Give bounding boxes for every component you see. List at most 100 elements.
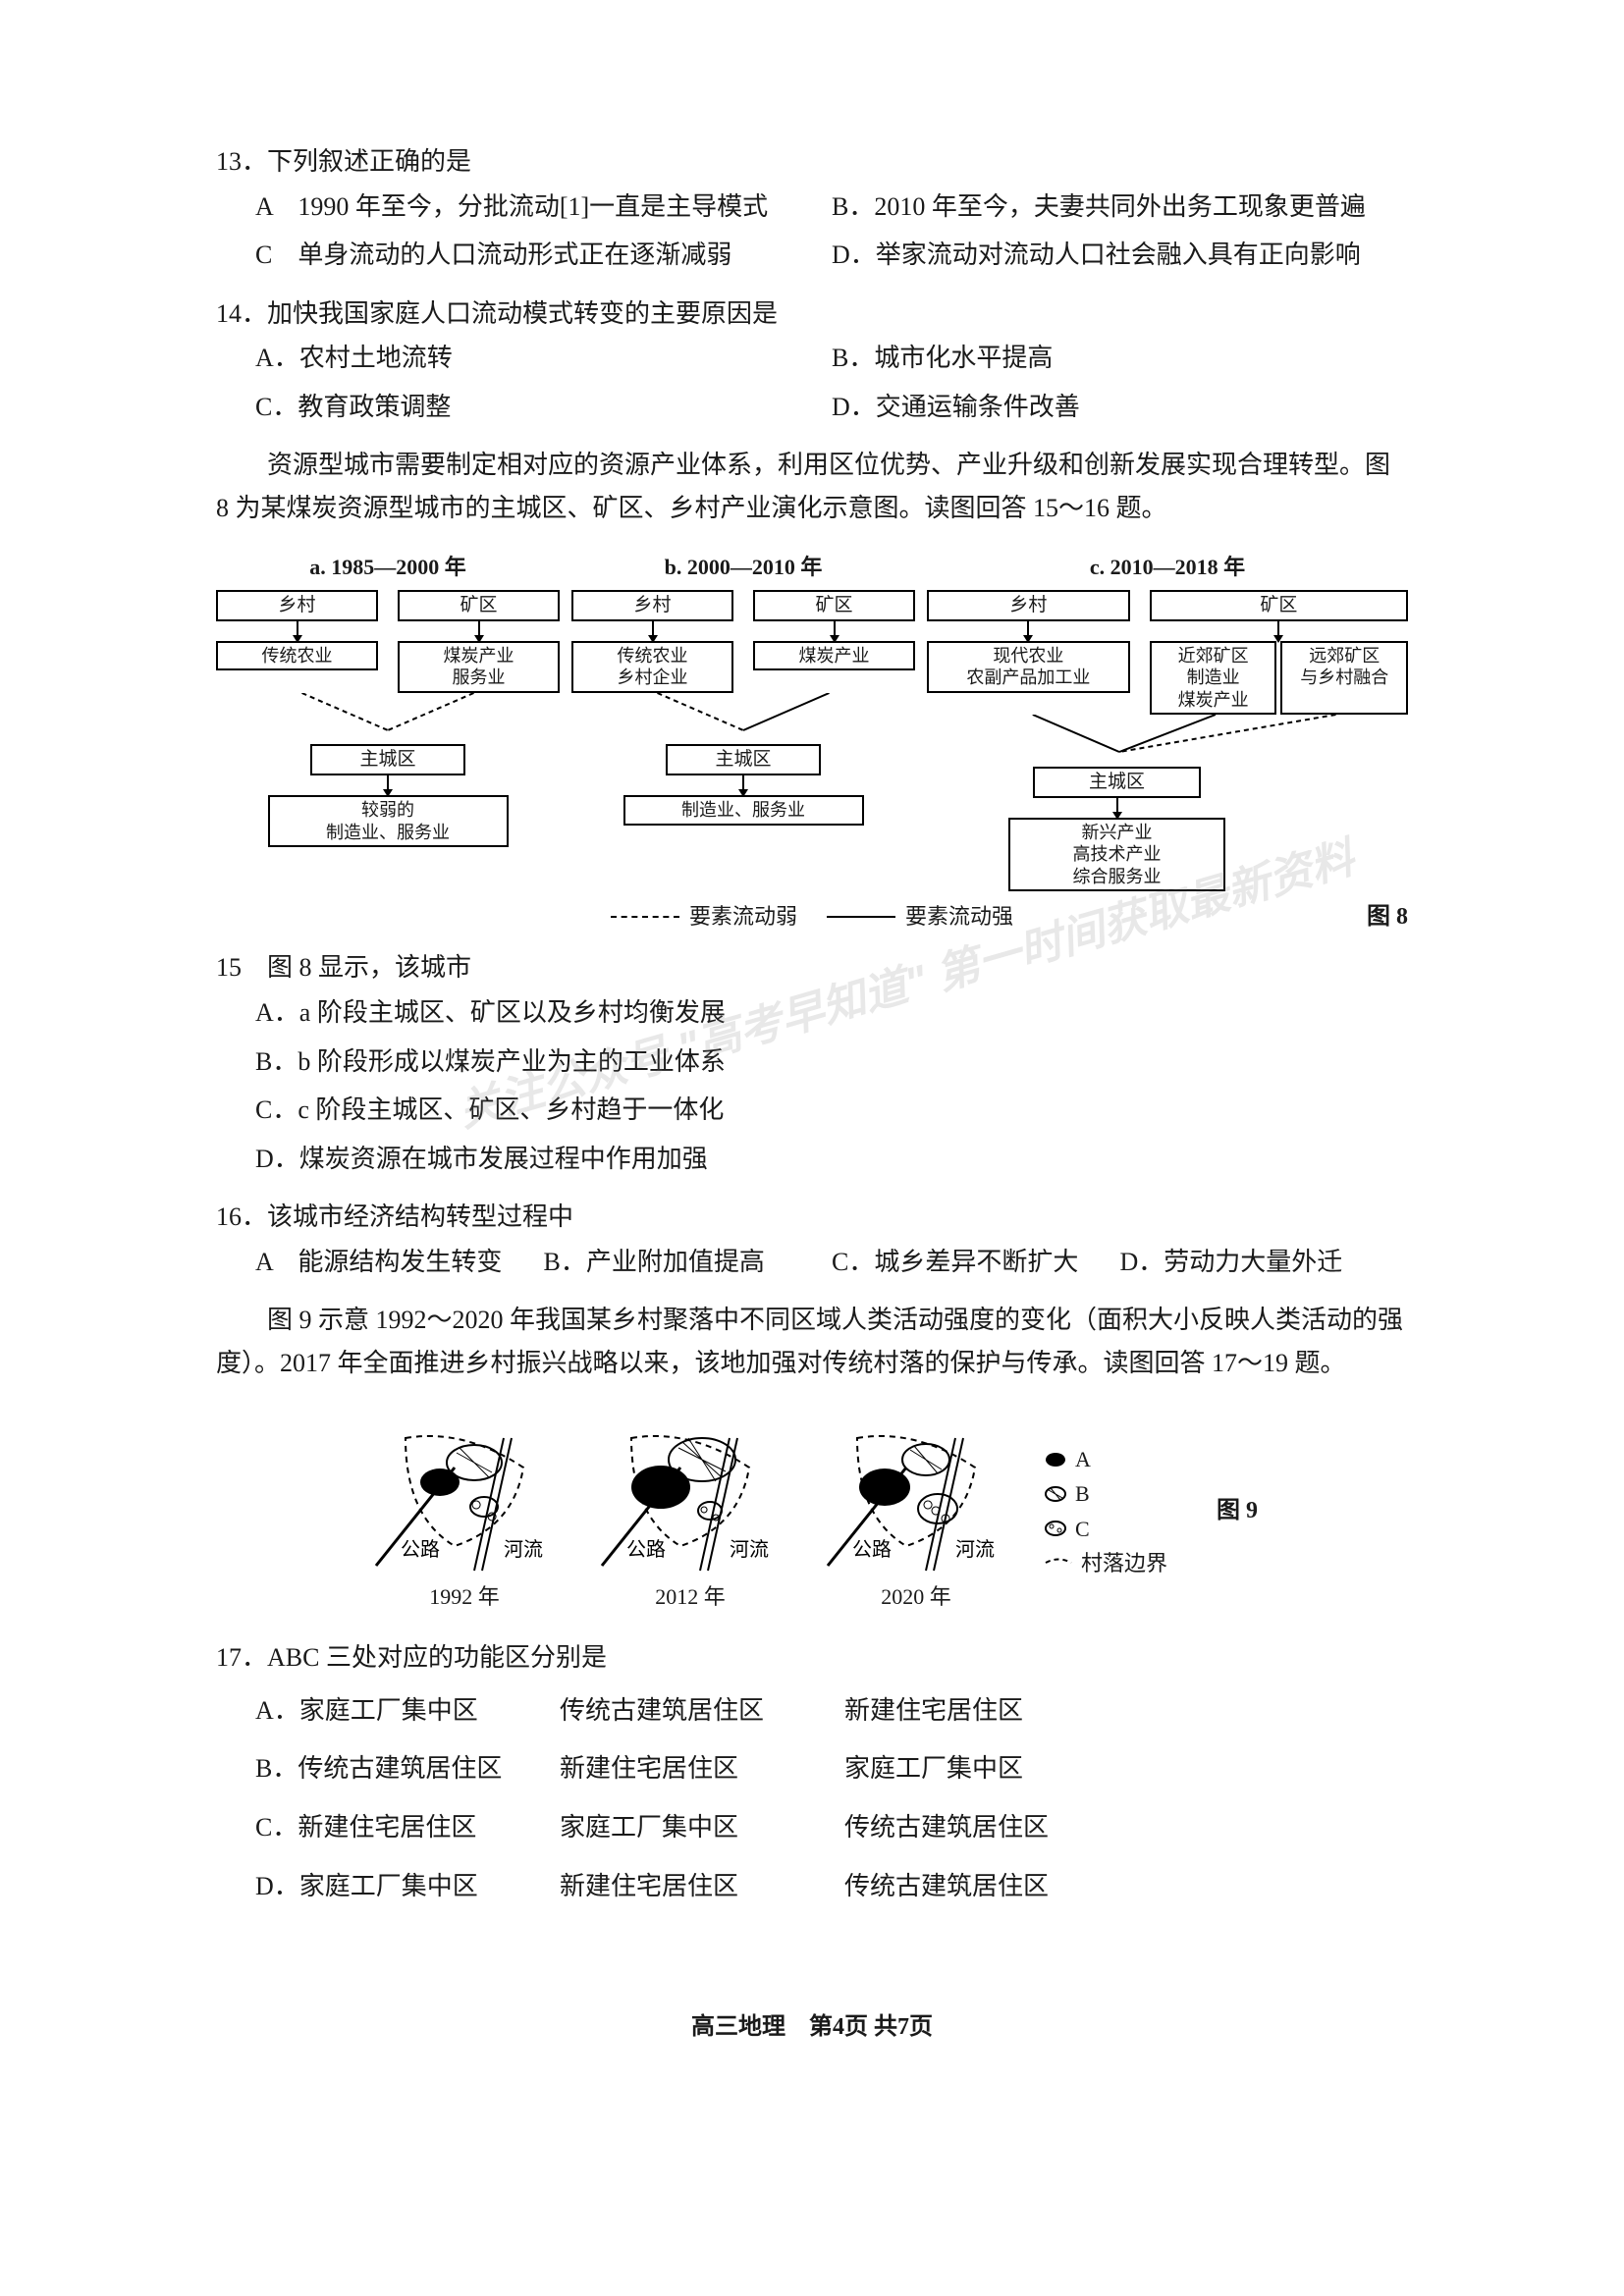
q13-stem: 13．下列叙述正确的是	[216, 141, 1408, 183]
q15-opt-a: A．a 阶段主城区、矿区以及乡村均衡发展	[255, 988, 1408, 1038]
fig9-1992-svg: 公路 河流	[366, 1409, 563, 1575]
fig8-panel-c: c. 2010—2018 年 乡村 现代农业 农副产品加工业 矿区 近郊矿区 制…	[927, 550, 1408, 891]
fig8-c-village: 乡村	[927, 590, 1130, 621]
fig8-panel-a: a. 1985—2000 年 乡村 传统农业 矿区 煤炭产业 服务业 主城区	[216, 550, 560, 891]
legend-dash-icon	[611, 916, 679, 918]
legend-b-label: B	[1075, 1476, 1090, 1511]
legend-b-icon	[1044, 1485, 1067, 1503]
q16-options: A 能源结构发生转变 B．产业附加值提高 C．城乡差异不断扩大 D．劳动力大量外…	[216, 1238, 1408, 1287]
fig8-legend: 要素流动弱 要素流动强 图 8	[216, 899, 1408, 934]
q16-opt-b: B．产业附加值提高	[544, 1238, 833, 1287]
q17-options-table: A．家庭工厂集中区 传统古建筑居住区 新建住宅居住区 B．传统古建筑居住区 新建…	[216, 1686, 1408, 1910]
svg-text:公路: 公路	[852, 1538, 892, 1561]
q17-a-2: 传统古建筑居住区	[560, 1686, 815, 1735]
fig9-road-label: 公路	[401, 1538, 440, 1561]
fig8-b-village: 乡村	[571, 590, 733, 621]
q14-stem: 14．加快我国家庭人口流动模式转变的主要原因是	[216, 294, 1408, 335]
legend-boundary-icon	[1044, 1554, 1073, 1572]
svg-text:公路: 公路	[626, 1538, 666, 1561]
fig8-c-mine-near: 近郊矿区 制造业 煤炭产业	[1150, 641, 1277, 716]
legend-c-icon	[1044, 1520, 1067, 1537]
fig8-b-village-ind: 传统农业 乡村企业	[571, 641, 733, 693]
legend-c-label: C	[1075, 1512, 1090, 1546]
fig8-c-title: c. 2010—2018 年	[927, 550, 1408, 584]
fig8-a-village: 乡村	[216, 590, 378, 621]
q16-opt-c: C．城乡差异不断扩大	[832, 1238, 1120, 1287]
question-15: 15 图 8 显示，该城市 A．a 阶段主城区、矿区以及乡村均衡发展 B．b 阶…	[216, 947, 1408, 1183]
q17-d-1: D．家庭工厂集中区	[255, 1862, 530, 1911]
fig8-b-connector	[571, 693, 915, 732]
fig9-2012-svg: 公路 河流	[592, 1409, 788, 1575]
q16-opt-d: D．劳动力大量外迁	[1120, 1238, 1409, 1287]
figure-8: a. 1985—2000 年 乡村 传统农业 矿区 煤炭产业 服务业 主城区	[216, 550, 1408, 891]
q13-options: A 1990 年至今，分批流动[1]一直是主导模式 B．2010 年至今，夫妻共…	[216, 183, 1408, 280]
q17-c-2: 家庭工厂集中区	[560, 1803, 815, 1852]
fig9-2012-year: 2012 年	[592, 1579, 788, 1614]
passage-15-16: 资源型城市需要制定相对应的资源产业体系，利用区位优势、产业升级和创新发展实现合理…	[216, 444, 1408, 530]
question-14: 14．加快我国家庭人口流动模式转变的主要原因是 A．农村土地流转 B．城市化水平…	[216, 294, 1408, 432]
question-13: 13．下列叙述正确的是 A 1990 年至今，分批流动[1]一直是主导模式 B．…	[216, 141, 1408, 280]
fig8-c-city: 主城区	[1033, 767, 1202, 798]
legend-a-icon	[1044, 1451, 1067, 1468]
fig8-a-city: 主城区	[310, 744, 465, 775]
q15-opt-d: D．煤炭资源在城市发展过程中作用加强	[255, 1135, 1408, 1184]
fig9-1992: 公路 河流 1992 年	[366, 1409, 563, 1614]
legend-a-label: A	[1075, 1442, 1091, 1476]
fig8-b-city: 主城区	[666, 744, 821, 775]
q13-opt-a: A 1990 年至今，分批流动[1]一直是主导模式	[255, 183, 832, 232]
q17-b-2: 新建住宅居住区	[560, 1744, 815, 1793]
fig8-c-village-ind: 现代农业 农副产品加工业	[927, 641, 1130, 693]
figure-9: 公路 河流 1992 年 公路 河流 2012 年	[216, 1409, 1408, 1614]
q17-c-1: C．新建住宅居住区	[255, 1803, 530, 1852]
q17-b-3: 家庭工厂集中区	[844, 1744, 1100, 1793]
legend-strong-label: 要素流动强	[905, 899, 1013, 934]
fig9-caption: 图 9	[1217, 1492, 1258, 1529]
q17-stem: 17．ABC 三处对应的功能区分别是	[216, 1637, 1408, 1679]
question-16: 16．该城市经济结构转型过程中 A 能源结构发生转变 B．产业附加值提高 C．城…	[216, 1197, 1408, 1286]
legend-boundary-label: 村落边界	[1081, 1546, 1167, 1580]
q14-opt-d: D．交通运输条件改善	[832, 383, 1408, 432]
fig8-a-mine: 矿区	[398, 590, 560, 621]
q17-d-2: 新建住宅居住区	[560, 1862, 815, 1911]
fig9-legend: A B C 村落边界	[1044, 1442, 1167, 1580]
q13-opt-b: B．2010 年至今，夫妻共同外出务工现象更普遍	[832, 183, 1408, 232]
q15-options: A．a 阶段主城区、矿区以及乡村均衡发展 B．b 阶段形成以煤炭产业为主的工业体…	[216, 988, 1408, 1183]
fig8-c-mine-far: 远郊矿区 与乡村融合	[1280, 641, 1408, 716]
q14-opt-a: A．农村土地流转	[255, 334, 832, 383]
fig8-c-connector	[927, 715, 1408, 754]
fig8-c-city-ind: 新兴产业 高技术产业 综合服务业	[1008, 818, 1225, 892]
q13-opt-d: D．举家流动对流动人口社会融入具有正向影响	[832, 231, 1408, 280]
q15-opt-b: B．b 阶段形成以煤炭产业为主的工业体系	[255, 1038, 1408, 1087]
fig8-c-mine: 矿区	[1150, 590, 1408, 621]
legend-weak-label: 要素流动弱	[689, 899, 797, 934]
q15-opt-c: C．c 阶段主城区、矿区、乡村趋于一体化	[255, 1086, 1408, 1135]
fig8-a-mine-ind: 煤炭产业 服务业	[398, 641, 560, 693]
svg-text:河流: 河流	[730, 1538, 769, 1561]
svg-text:河流: 河流	[955, 1538, 995, 1561]
q16-stem: 16．该城市经济结构转型过程中	[216, 1197, 1408, 1238]
q13-opt-c: C 单身流动的人口流动形式正在逐渐减弱	[255, 231, 832, 280]
exam-page: 13．下列叙述正确的是 A 1990 年至今，分批流动[1]一直是主导模式 B．…	[0, 0, 1624, 2124]
fig9-river-label: 河流	[504, 1538, 543, 1561]
fig8-caption: 图 8	[1367, 898, 1408, 935]
legend-solid-icon	[827, 916, 895, 918]
fig8-b-city-ind: 制造业、服务业	[623, 795, 864, 826]
fig9-2012: 公路 河流 2012 年	[592, 1409, 788, 1614]
q16-opt-a: A 能源结构发生转变	[255, 1238, 544, 1287]
fig8-b-mine-ind: 煤炭产业	[753, 641, 915, 671]
fig8-a-city-ind: 较弱的 制造业、服务业	[268, 795, 509, 847]
fig8-a-village-ind: 传统农业	[216, 641, 378, 671]
q14-options: A．农村土地流转 B．城市化水平提高 C．教育政策调整 D．交通运输条件改善	[216, 334, 1408, 431]
q17-d-3: 传统古建筑居住区	[844, 1862, 1100, 1911]
fig9-2020-year: 2020 年	[818, 1579, 1014, 1614]
passage-17-19: 图 9 示意 1992～2020 年我国某乡村聚落中不同区域人类活动强度的变化（…	[216, 1299, 1408, 1385]
q15-stem: 15 图 8 显示，该城市	[216, 947, 1408, 988]
question-17: 17．ABC 三处对应的功能区分别是 A．家庭工厂集中区 传统古建筑居住区 新建…	[216, 1637, 1408, 1910]
fig8-b-title: b. 2000—2010 年	[571, 550, 915, 584]
q17-a-1: A．家庭工厂集中区	[255, 1686, 530, 1735]
q17-a-3: 新建住宅居住区	[844, 1686, 1100, 1735]
fig9-2020: 公路 河流 2020 年	[818, 1409, 1014, 1614]
fig8-a-title: a. 1985—2000 年	[216, 550, 560, 584]
q14-opt-c: C．教育政策调整	[255, 383, 832, 432]
fig8-a-connector	[216, 693, 560, 732]
